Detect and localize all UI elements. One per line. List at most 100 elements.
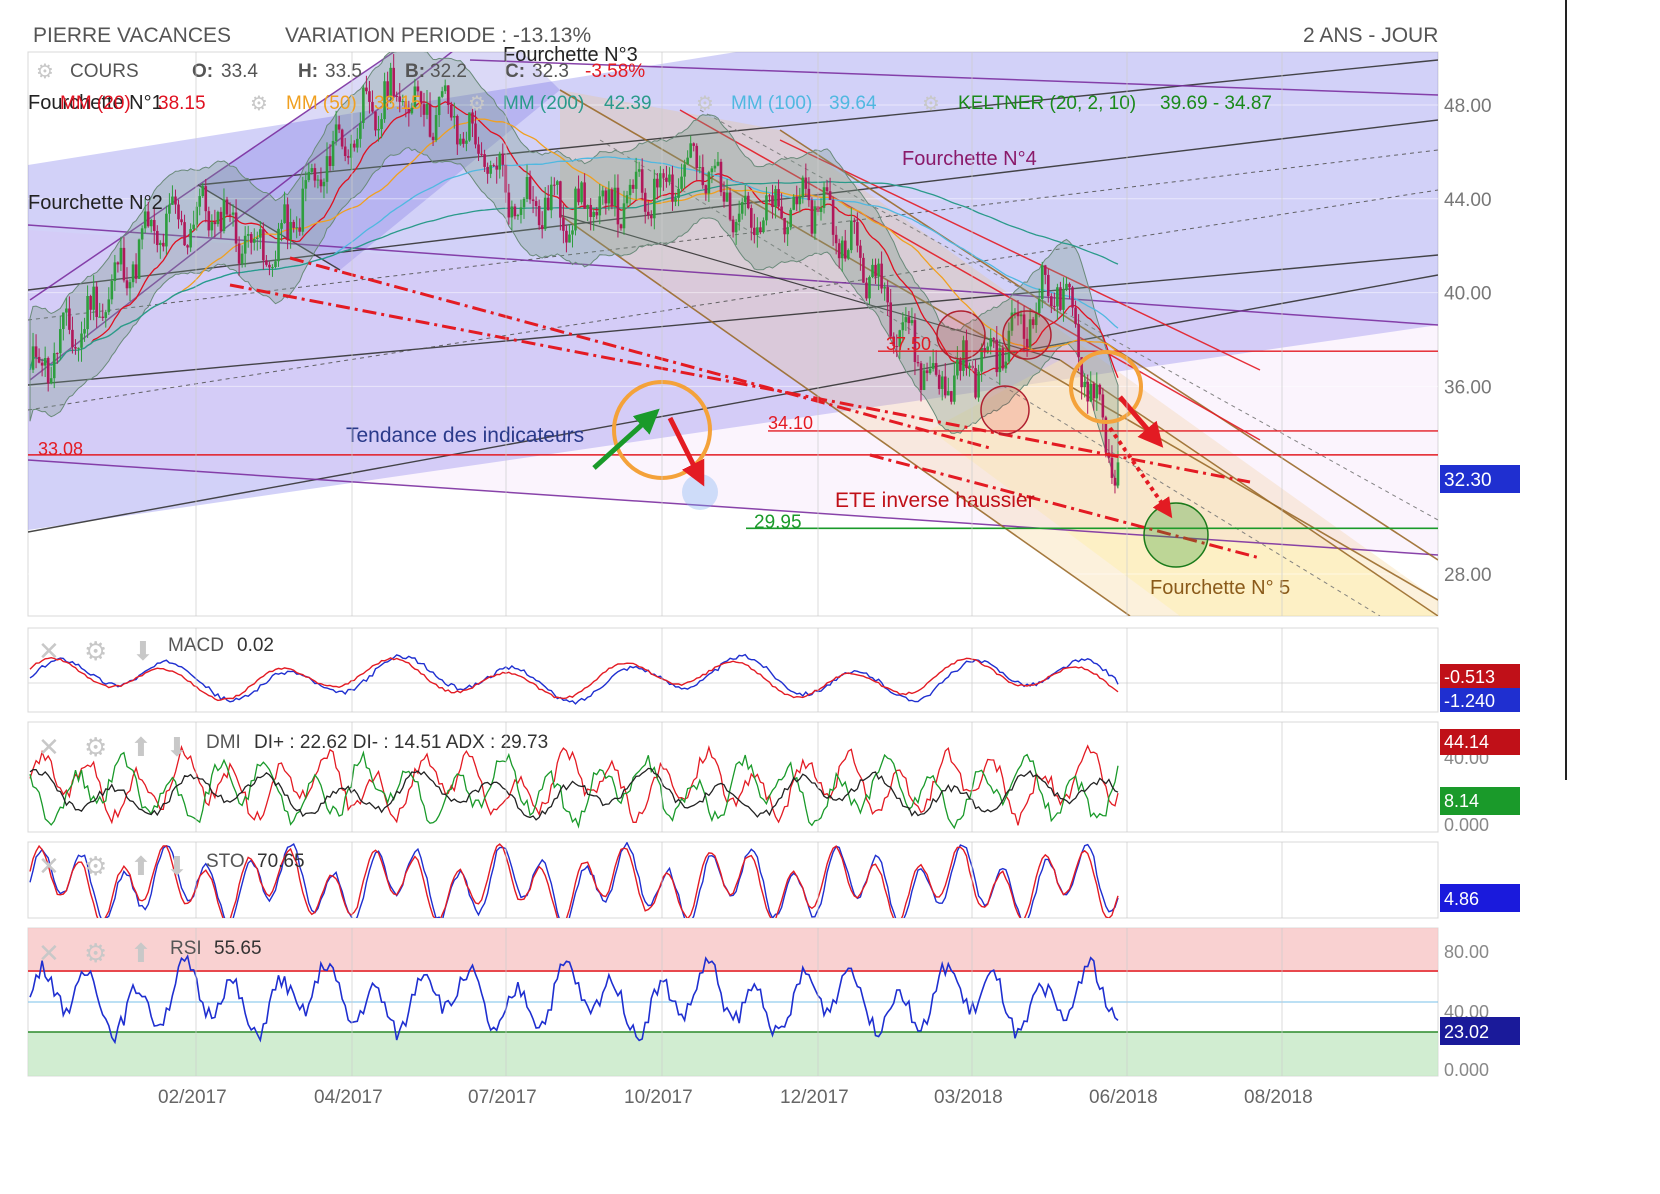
fork-1-channel [28,52,1438,530]
candle-body [646,211,650,216]
candle-body [310,168,314,172]
candle-body [865,282,868,299]
candle-body [80,333,83,348]
candle-body [486,166,489,174]
x-axis-tick: 10/2017 [624,1087,693,1108]
close-icon[interactable]: ✕ [38,938,60,968]
candle-body [789,209,792,228]
close-icon[interactable]: ✕ [38,732,60,762]
arrow-down-icon[interactable]: ⬇ [132,636,154,666]
red-dashdot-trend [229,283,1251,484]
candle-body [507,192,511,218]
level-33-08-label: 33.08 [38,439,83,459]
candle-body [883,287,886,289]
arrow-up-icon[interactable]: ⬆ [130,938,152,968]
candle-body [249,234,253,243]
candle-body [489,165,492,174]
candle-body [128,282,132,289]
candle-body [198,196,202,207]
candle-body [728,192,732,220]
price-axis-tick: 40.00 [1444,284,1492,305]
candle-body [904,317,908,323]
gear-icon[interactable]: ⚙ [84,732,107,762]
candle-body [1043,265,1047,275]
candle-body [428,103,432,137]
candle-body [528,176,532,200]
gear-icon[interactable]: ⚙ [250,93,268,115]
candle-body [1110,457,1114,478]
symbol-title: PIERRE VACANCES [33,24,231,47]
candle-body [792,196,796,210]
gear-icon[interactable]: ⚙ [84,851,107,881]
close-icon[interactable]: ✕ [38,851,60,881]
candle-body [298,227,302,232]
candle-body [762,220,765,233]
candle-body [513,206,517,217]
candle-body [1074,307,1077,325]
last-price-badge [1440,465,1520,493]
candle-body [177,204,180,220]
candle-body [165,213,168,247]
candle-body [698,167,702,169]
candle-body [680,176,683,189]
candle-body [255,237,259,239]
candle-body [716,161,720,166]
period-selector[interactable]: 2 ANS - JOUR [1303,24,1439,47]
candle-body [771,195,774,208]
fork-2-channel [28,230,1438,555]
candle-body [834,234,838,244]
candle-body [325,156,329,182]
gear-icon[interactable]: ⚙ [696,93,714,115]
candle-body [443,85,447,92]
candle-body [1025,338,1029,348]
candle-body [192,224,195,230]
candle-body [980,347,983,372]
candle-body [68,308,71,330]
candle-body [889,302,893,337]
sto-value: 70.65 [257,851,305,872]
fork-trend-line [197,184,341,271]
open-label: O: [192,61,213,82]
green-up-arrow [592,408,660,470]
candle-body [701,167,705,186]
candle-body [749,208,753,228]
arrow-down-icon[interactable]: ⬇ [166,732,188,762]
arrow-down-icon[interactable]: ⬇ [166,851,188,881]
candle-body [331,140,335,166]
candle-body [440,91,444,97]
rsi-tick-top: 80.00 [1444,942,1489,962]
candle-body [583,182,586,209]
candle-body [1095,384,1099,399]
gear-icon[interactable]: ⚙ [922,93,940,115]
candle-body [974,368,977,398]
gear-icon[interactable]: ⚙ [84,938,107,968]
candle-body [522,198,526,208]
close-icon[interactable]: ✕ [38,636,60,666]
candle-body [862,257,865,283]
candle-body [971,365,974,369]
candle-body [907,317,911,324]
candle-body [286,204,289,240]
sto-header: ✕ ⚙ ⬆ ⬇ STO 70.65 [38,851,305,881]
sto-label: STO [206,851,245,872]
gear-icon[interactable]: ⚙ [468,93,486,115]
candle-body [1104,417,1108,453]
candle-body [622,203,626,229]
gear-icon[interactable]: ⚙ [84,636,107,666]
candle-body [365,87,368,92]
arrow-up-icon[interactable]: ⬆ [130,732,152,762]
candle-body [65,308,68,313]
candle-body [228,214,232,216]
candle-body [825,187,829,192]
macd-value: 0.02 [237,635,274,656]
rsi-oversold-zone [28,1032,1438,1076]
candle-body [877,263,880,277]
gear-icon[interactable]: ⚙ [36,61,54,83]
arrow-up-icon[interactable]: ⬆ [130,851,152,881]
macd-badge-text: -1.240 [1444,691,1495,711]
candle-body [174,196,177,205]
macd-badge [1440,688,1520,712]
candle-body [337,124,341,130]
candle-body [601,190,605,197]
